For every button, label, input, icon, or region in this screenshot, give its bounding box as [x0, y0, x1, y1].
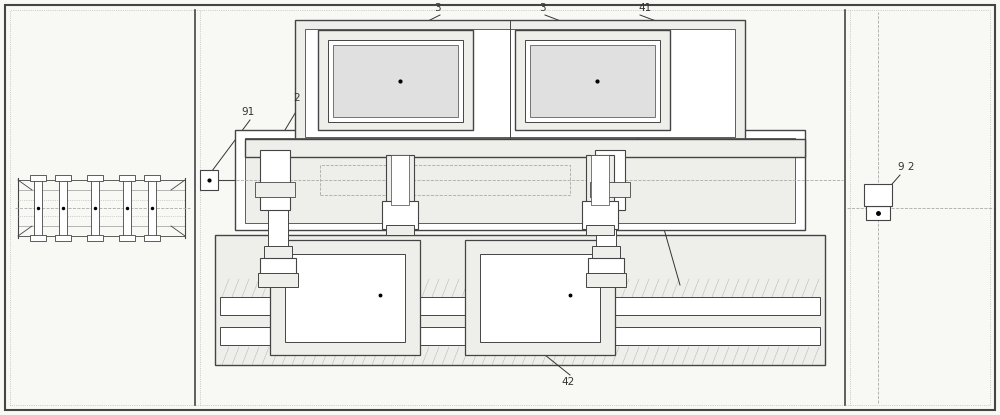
Text: 3: 3	[539, 3, 545, 13]
Bar	[480, 254, 600, 342]
Bar	[596, 208, 616, 250]
Bar	[144, 175, 160, 181]
Text: 41: 41	[638, 3, 651, 13]
Bar	[87, 175, 103, 181]
Text: 2: 2	[294, 93, 300, 103]
Bar	[55, 235, 71, 241]
Text: 5: 5	[595, 103, 601, 113]
Bar	[245, 139, 805, 157]
Bar	[258, 273, 298, 287]
Bar	[592, 246, 620, 260]
Bar	[123, 178, 131, 238]
Bar	[864, 184, 892, 206]
Bar	[586, 273, 626, 287]
Bar	[866, 206, 890, 220]
Bar	[386, 225, 414, 235]
Bar	[255, 182, 295, 197]
Bar	[30, 235, 46, 241]
Text: 7: 7	[540, 258, 546, 268]
Bar	[595, 150, 625, 210]
Text: 91: 91	[241, 107, 255, 117]
Bar	[268, 208, 288, 250]
Bar	[285, 254, 405, 342]
Bar	[586, 155, 614, 205]
Bar	[260, 150, 290, 210]
Text: 6: 6	[655, 203, 661, 213]
Bar	[530, 45, 655, 117]
Bar	[220, 327, 820, 345]
Bar	[220, 297, 820, 315]
Bar	[515, 30, 670, 130]
Bar	[55, 175, 71, 181]
Bar	[386, 155, 414, 205]
Bar	[260, 258, 296, 275]
Bar	[264, 246, 292, 260]
Bar	[582, 201, 618, 229]
Text: 3: 3	[434, 3, 440, 13]
Text: 42: 42	[561, 377, 575, 387]
Bar	[590, 182, 630, 197]
Text: 9 2: 9 2	[898, 162, 914, 172]
Text: 8: 8	[385, 258, 391, 268]
Bar	[525, 40, 660, 122]
Bar	[588, 258, 624, 275]
Bar	[30, 175, 46, 181]
Bar	[270, 240, 420, 355]
Bar	[465, 240, 615, 355]
Bar	[34, 178, 42, 238]
Bar	[200, 170, 218, 190]
Bar	[295, 20, 745, 145]
Bar	[119, 235, 135, 241]
Bar	[320, 165, 570, 195]
Bar	[91, 178, 99, 238]
Bar	[148, 178, 156, 238]
Bar	[591, 155, 609, 205]
Bar	[119, 175, 135, 181]
Bar	[245, 138, 795, 223]
Bar	[333, 45, 458, 117]
Bar	[318, 30, 473, 130]
Bar	[144, 235, 160, 241]
Bar	[305, 29, 735, 137]
Bar	[87, 235, 103, 241]
Text: 1: 1	[635, 138, 641, 148]
Bar	[328, 40, 463, 122]
Bar	[391, 155, 409, 205]
Bar	[235, 130, 805, 230]
Bar	[59, 178, 67, 238]
Bar	[586, 225, 614, 235]
Bar	[215, 235, 825, 365]
Bar	[382, 201, 418, 229]
